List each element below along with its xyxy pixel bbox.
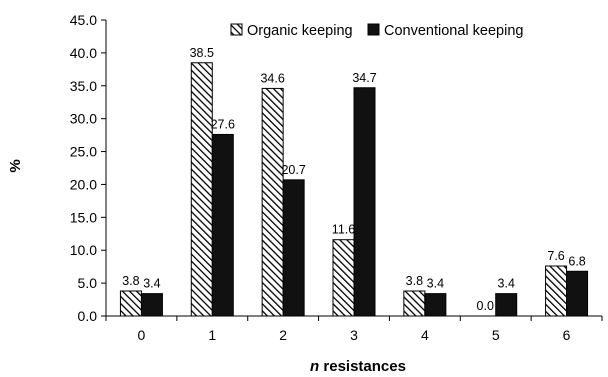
legend-label-conventional: Conventional keeping bbox=[384, 23, 523, 39]
data-label-organic-3: 11.6 bbox=[332, 223, 355, 237]
bar-organic-3 bbox=[332, 239, 355, 317]
data-label-organic-6: 7.6 bbox=[547, 249, 564, 263]
legend-swatch-conventional bbox=[367, 23, 380, 36]
data-label-organic-1: 38.5 bbox=[190, 46, 214, 60]
x-axis-ticks: 0 1 2 3 4 5 6 bbox=[105, 316, 603, 343]
y-tick-label: 45.0 bbox=[70, 12, 97, 28]
y-axis-ticks: 0.0 5.0 10.0 15.0 20.0 25.0 30.0 35.0 40.0 45.0 bbox=[70, 12, 106, 324]
bar-conventional-2 bbox=[282, 179, 305, 317]
data-label-conventional-4: 3.4 bbox=[427, 277, 444, 291]
data-label-organic-4: 3.8 bbox=[406, 274, 423, 288]
y-tick-label: 40.0 bbox=[70, 45, 97, 61]
bar-conventional-5 bbox=[495, 293, 518, 317]
x-axis-label: n resistances bbox=[310, 358, 406, 375]
y-tick-label: 10.0 bbox=[70, 242, 97, 258]
bar-organic-0 bbox=[119, 290, 142, 317]
y-tick-label: 20.0 bbox=[70, 176, 97, 192]
bar-conventional-6 bbox=[566, 270, 589, 317]
y-tick-label: 0.0 bbox=[78, 308, 98, 324]
x-tick-label: 5 bbox=[492, 327, 500, 343]
data-label-conventional-3: 34.7 bbox=[352, 71, 376, 85]
data-label-conventional-1: 27.6 bbox=[211, 117, 235, 131]
data-label-organic-2: 34.6 bbox=[260, 71, 284, 85]
bar-organic-6 bbox=[545, 265, 568, 317]
bar-conventional-4 bbox=[424, 293, 447, 317]
bar-organic-2 bbox=[261, 87, 284, 317]
x-axis-label-italic: n bbox=[310, 358, 319, 375]
data-label-conventional-5: 3.4 bbox=[498, 277, 515, 291]
x-tick-label: 2 bbox=[279, 327, 287, 343]
y-axis-label: % bbox=[7, 159, 24, 172]
x-tick-label: 4 bbox=[421, 327, 429, 343]
x-tick-label: 1 bbox=[208, 327, 216, 343]
x-tick-label: 6 bbox=[563, 327, 571, 343]
data-label-conventional-2: 20.7 bbox=[281, 163, 305, 177]
data-label-organic-0: 3.8 bbox=[122, 274, 139, 288]
bars bbox=[119, 62, 589, 317]
bar-organic-1 bbox=[190, 62, 213, 317]
bar-conventional-0 bbox=[140, 293, 163, 317]
bar-conventional-3 bbox=[353, 87, 376, 317]
x-axis-label-rest: resistances bbox=[319, 358, 406, 375]
legend: Organic keeping Conventional keeping bbox=[230, 23, 523, 39]
data-label-conventional-0: 3.4 bbox=[143, 277, 160, 291]
y-tick-label: 15.0 bbox=[70, 209, 97, 225]
y-tick-label: 35.0 bbox=[70, 78, 97, 94]
y-tick-label: 25.0 bbox=[70, 144, 97, 160]
data-labels: 3.8 3.4 38.5 27.6 34.6 20.7 11.6 34.7 3.8 3.4 0.0 3… bbox=[122, 46, 586, 313]
y-tick-label: 5.0 bbox=[78, 275, 98, 291]
bar-conventional-1 bbox=[211, 133, 234, 317]
x-tick-label: 3 bbox=[350, 327, 358, 343]
bar-organic-4 bbox=[403, 290, 426, 317]
data-label-organic-5: 0.0 bbox=[477, 299, 494, 313]
data-label-conventional-6: 6.8 bbox=[568, 254, 585, 268]
legend-swatch-organic bbox=[230, 23, 243, 36]
legend-label-organic: Organic keeping bbox=[247, 23, 353, 39]
y-tick-label: 30.0 bbox=[70, 111, 97, 127]
x-tick-label: 0 bbox=[138, 327, 146, 343]
